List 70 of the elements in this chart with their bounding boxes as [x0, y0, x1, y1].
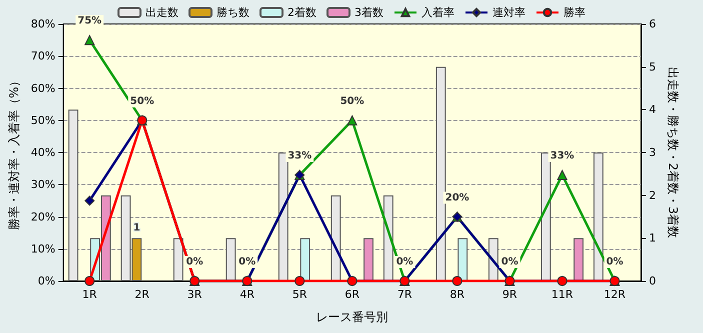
bar	[278, 152, 288, 281]
bar	[364, 238, 374, 281]
data-label: 0%	[501, 256, 518, 268]
data-label: 0%	[238, 256, 256, 268]
y-tick-label: 20%	[30, 210, 56, 224]
bar	[383, 195, 394, 281]
data-label: 50%	[340, 96, 364, 107]
point	[84, 276, 95, 286]
data-label: 1	[133, 222, 140, 234]
point	[452, 276, 462, 286]
bar	[574, 238, 584, 281]
bar	[540, 152, 551, 281]
y-tick-label: 30%	[30, 178, 56, 192]
y-axis-title: 勝率・連対率・入着率（%）	[7, 74, 21, 230]
y-tick-label: 10%	[30, 242, 56, 256]
legend-label: 2着数	[288, 6, 316, 19]
y-tick-label: 80%	[30, 18, 56, 30]
x-tick-label: 9R	[502, 288, 518, 301]
point	[84, 35, 95, 46]
y2-tick-label: 6	[649, 18, 656, 30]
legend-label: 出走数	[146, 6, 178, 19]
x-tick-label: 5R	[292, 288, 308, 301]
point	[557, 170, 568, 180]
y-tick-label: 50%	[30, 114, 56, 127]
x-tick-label: 12R	[604, 288, 626, 301]
point	[84, 196, 95, 206]
bar	[68, 110, 78, 281]
data-label: 0%	[396, 256, 414, 268]
data-label: 0%	[186, 256, 204, 268]
legend-label: 勝ち数	[216, 6, 250, 19]
x-tick-label: 3R	[187, 288, 202, 301]
y2-tick-label: 5	[649, 60, 656, 74]
data-label: 33%	[550, 150, 574, 162]
bar	[173, 238, 184, 281]
data-label: 75%	[78, 16, 102, 27]
x-tick-label: 7R	[397, 288, 412, 301]
x-tick-label: 2R	[134, 288, 150, 301]
y-tick-label: 70%	[30, 50, 56, 63]
bar	[458, 238, 468, 281]
y2-tick-label: 0	[649, 274, 656, 288]
legend-label: 連対率	[492, 6, 526, 19]
point	[294, 276, 305, 286]
bar	[330, 195, 341, 281]
data-label: 20%	[445, 192, 470, 204]
x-tick-label: 4R	[240, 288, 255, 301]
x-tick-label: 6R	[344, 288, 360, 301]
bar	[226, 238, 236, 281]
legend-label: 入着率	[422, 6, 454, 19]
bar	[300, 238, 310, 281]
bar	[436, 66, 446, 281]
legend-label: 勝率	[564, 6, 586, 19]
legend-label: 3着数	[354, 6, 384, 19]
x-tick-label: 11R	[551, 288, 574, 301]
data-label: 50%	[130, 96, 154, 107]
y2-axis-title: 出走数・勝ち数・2着数・3着数	[666, 66, 680, 238]
bar	[593, 152, 604, 281]
x-tick-label: 1R	[82, 288, 98, 301]
x-axis-title: レース番号別	[316, 310, 388, 324]
y2-tick-label: 3	[649, 146, 656, 159]
bar	[488, 238, 498, 281]
data-label: 0%	[606, 256, 624, 268]
y2-tick-label: 2	[649, 188, 656, 202]
y2-tick-label: 1	[649, 232, 656, 245]
y-tick-label: 40%	[30, 146, 56, 159]
data-label: 33%	[288, 150, 312, 162]
x-tick-label: 8R	[450, 288, 465, 301]
y-tick-label: 0%	[38, 274, 56, 288]
y2-tick-label: 4	[649, 103, 656, 116]
y-tick-label: 60%	[30, 82, 56, 95]
point	[347, 115, 358, 126]
